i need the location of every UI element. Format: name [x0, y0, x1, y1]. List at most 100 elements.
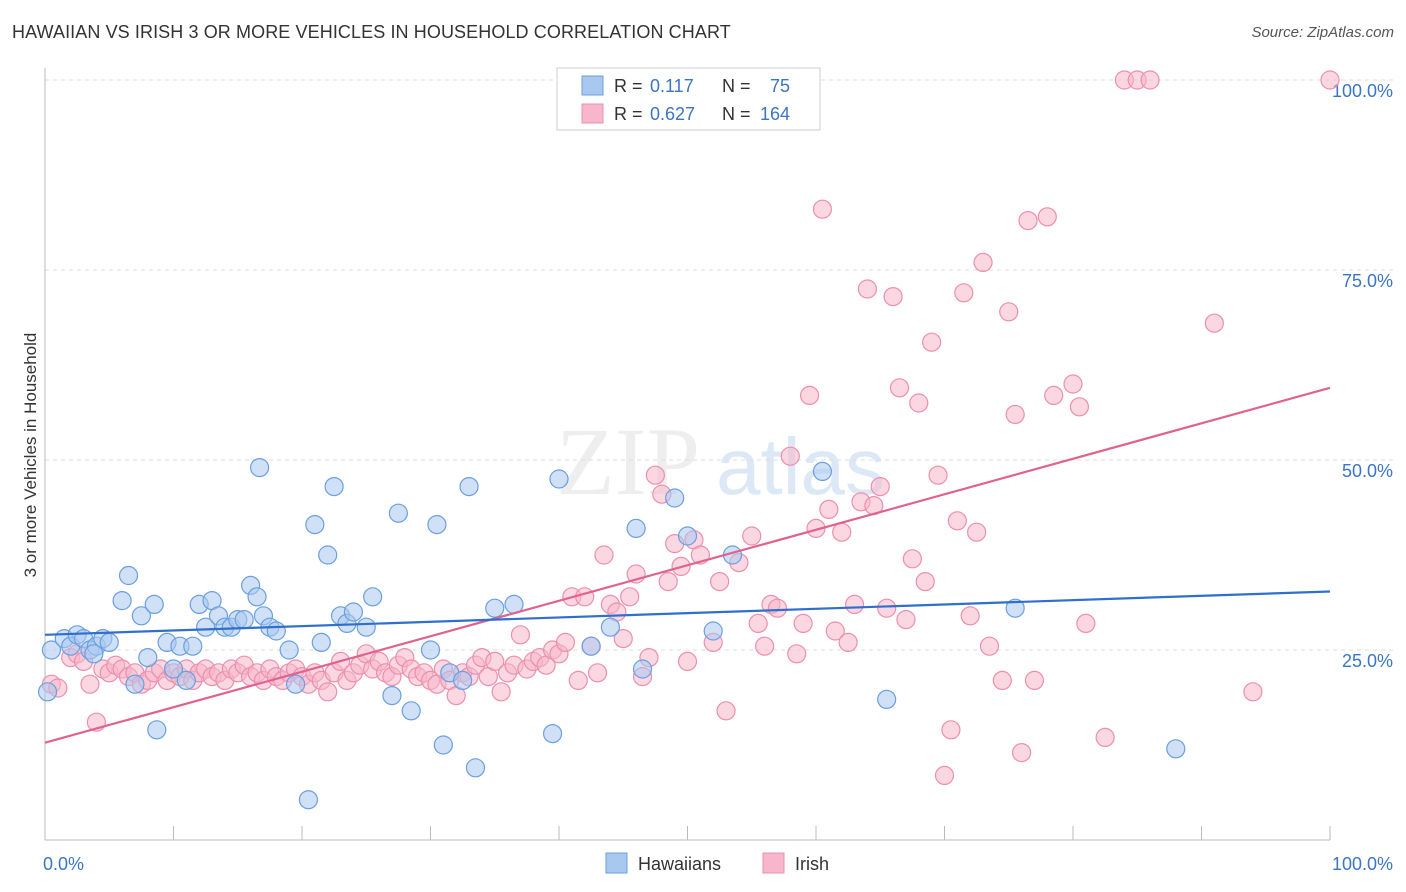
hawaiian-point [183, 636, 203, 656]
irish-point [645, 465, 665, 485]
hawaiian-point [37, 682, 58, 702]
hawaiian-point [1005, 598, 1025, 618]
hawaiian-point [163, 659, 184, 679]
hawaiian-point [420, 640, 441, 660]
hawaiian-point [176, 670, 196, 691]
irish-point [555, 632, 576, 653]
irish-point [909, 393, 929, 413]
hawaiian-point [703, 621, 723, 641]
stats-legend: R = 0.117 N = 75 R = 0.627 N = 164 [556, 67, 821, 131]
chart-title: HAWAIIAN VS IRISH 3 OR MORE VEHICLES IN … [12, 22, 731, 42]
hawaiian-point [112, 590, 132, 611]
irish-point [954, 283, 974, 303]
hawaiian-point [581, 636, 601, 656]
irish-point [587, 663, 608, 683]
hawaiian-point [305, 514, 325, 535]
irish-point [485, 651, 505, 672]
hawaiian-point [542, 723, 563, 744]
x-tick-label-min: 0.0% [43, 854, 84, 874]
hawaiian-point [125, 674, 145, 694]
hawaiian-point [877, 689, 897, 710]
irish-point [1243, 682, 1263, 702]
hawaiian-point [549, 469, 569, 489]
irish-point [877, 598, 897, 618]
legend-swatch-hawaiians [581, 75, 604, 96]
irish-point [819, 499, 839, 519]
x-axis-ticks [44, 826, 1331, 840]
irish-point [748, 613, 768, 634]
bottom-legend-swatch-hawaiians [605, 852, 628, 874]
hawaiian-point [247, 587, 267, 607]
hawaiian-point [459, 477, 479, 497]
hawaiian-point [388, 503, 408, 523]
irish-point [992, 670, 1012, 691]
irish-point [870, 477, 890, 497]
hawaiian-point [118, 565, 139, 586]
irish-point [620, 587, 640, 607]
irish-point [787, 644, 807, 664]
series-legend: Hawaiians Irish [605, 852, 829, 874]
y-tick-label: 75.0% [1342, 271, 1393, 291]
hawaiian-point [626, 518, 646, 539]
source-label: Source: ZipAtlas.com [1251, 24, 1394, 41]
y-axis-title: 3 or more Vehicles in Household [21, 333, 40, 578]
irish-point [568, 670, 588, 691]
irish-point [979, 636, 1000, 656]
y-tick-labels: 25.0% 50.0% 75.0% 100.0% [1332, 81, 1393, 671]
legend-r-label-irish: R = [614, 104, 643, 124]
irish-point [575, 587, 595, 607]
irish-point [889, 378, 910, 398]
irish-point [1011, 742, 1032, 763]
irish-point [716, 701, 736, 721]
irish-point [825, 621, 845, 641]
irish-point [1063, 374, 1083, 394]
hawaiian-point [356, 617, 376, 637]
irish-point [1024, 670, 1045, 691]
trend-lines [44, 386, 1331, 744]
hawaiian-point [677, 526, 698, 546]
irish-point [780, 446, 800, 466]
irish-point [857, 279, 878, 299]
irish-point [844, 594, 865, 615]
irish-point [883, 287, 903, 307]
hawaiian-point [401, 701, 421, 721]
irish-point [1037, 207, 1057, 227]
legend-r-value-hawaiians: 0.117 [650, 76, 694, 96]
irish-point [934, 765, 955, 786]
hawaiian-point [318, 545, 338, 565]
irish-point [1140, 70, 1160, 90]
irish-point [594, 545, 614, 565]
irish-point [1095, 727, 1115, 748]
irish-point [960, 606, 980, 626]
hawaiian-point [812, 461, 833, 481]
gridlines [45, 79, 1395, 651]
irish-point [812, 199, 833, 219]
hawaiian-point [196, 617, 216, 637]
legend-r-value-irish: 0.627 [650, 104, 695, 124]
irish-point [922, 332, 942, 352]
irish-point [947, 511, 967, 531]
hawaiians-points [37, 458, 1186, 810]
legend-r-label-hawaiians: R = [614, 76, 643, 96]
hawaiian-point [285, 674, 306, 694]
irish-point [754, 636, 775, 656]
hawaiian-point [665, 488, 685, 508]
irish-point [742, 526, 762, 546]
legend-n-value-irish: 164 [760, 104, 790, 124]
irish-point [1320, 70, 1340, 90]
hawaiian-point [453, 670, 473, 691]
irish-point [1204, 313, 1224, 333]
irish-point [491, 682, 511, 702]
hawaiian-point [433, 735, 453, 755]
hawaiian-point [632, 659, 653, 679]
hawaiian-point [298, 790, 319, 810]
irish-point [799, 385, 820, 405]
y-tick-label: 25.0% [1342, 651, 1393, 671]
hawaiian-point [279, 640, 299, 660]
bottom-legend-label-hawaiians: Hawaiians [638, 854, 721, 874]
hawaiian-point [600, 617, 621, 637]
irish-point [80, 674, 100, 694]
hawaiian-point [363, 587, 383, 607]
hawaiian-point [41, 640, 62, 660]
